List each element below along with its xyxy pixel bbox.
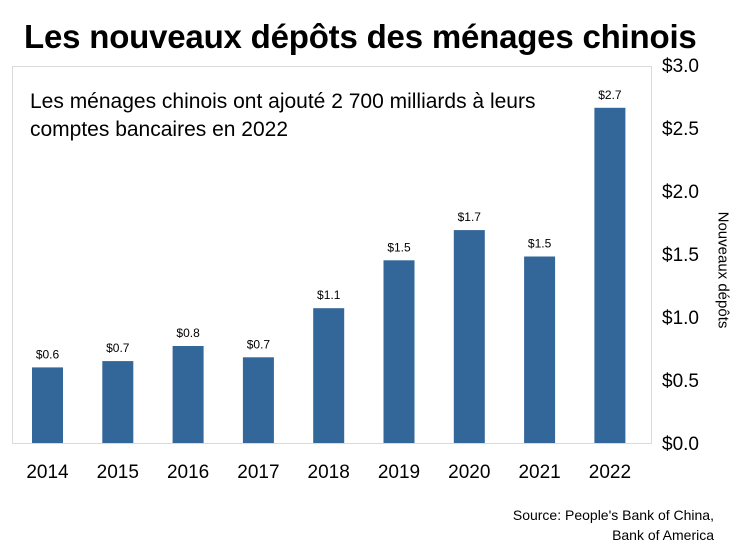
bar-2016 [172,346,204,443]
bar-2022 [594,107,626,444]
source-line-2: Bank of America [612,527,714,543]
data-label-2020: $1.7 [458,210,482,224]
data-label-2021: $1.5 [528,237,552,251]
bar-2018 [313,308,345,443]
bar-2017 [242,357,274,443]
source-note: Source: People's Bank of China, Bank of … [513,505,714,545]
x-tick-label-2022: 2022 [589,462,631,483]
data-label-2022: $2.7 [598,88,622,102]
y-axis-label: Nouveaux dépôts [714,211,732,329]
data-label-2018: $1.1 [317,288,341,302]
data-label-2016: $0.8 [176,326,200,340]
chart-title: Les nouveaux dépôts des ménages chinois [24,18,697,55]
y-tick-label: $0.5 [662,371,699,392]
data-label-2017: $0.7 [247,337,271,351]
x-tick-label-2018: 2018 [308,462,350,483]
bar-2014 [32,367,63,443]
x-tick-label-2015: 2015 [97,462,139,483]
x-tick-label-2019: 2019 [378,462,420,483]
x-tick-label-2017: 2017 [237,462,279,483]
x-tick-label-2014: 2014 [26,462,69,483]
y-tick-label: $3.0 [662,56,699,77]
data-label-2015: $0.7 [106,341,130,355]
y-tick-label: $0.0 [662,434,699,455]
y-tick-label: $1.5 [662,245,699,266]
bar-2020 [453,230,485,443]
y-tick-label: $1.0 [662,308,699,329]
y-tick-label: $2.5 [662,119,699,140]
bar-2015 [102,361,134,443]
chart-annotation: Les ménages chinois ont ajouté 2 700 mil… [30,90,536,141]
x-tick-label-2021: 2021 [518,462,560,483]
y-tick-label: $2.0 [662,182,699,203]
x-tick-label-2020: 2020 [448,462,490,483]
data-label-2014: $0.6 [36,347,60,361]
data-label-2019: $1.5 [387,240,411,254]
x-tick-label-2016: 2016 [167,462,209,483]
bar-2019 [383,260,415,443]
bar-2021 [524,256,556,443]
source-line-1: Source: People's Bank of China, [512,507,714,523]
plot-area-frame [12,66,652,444]
